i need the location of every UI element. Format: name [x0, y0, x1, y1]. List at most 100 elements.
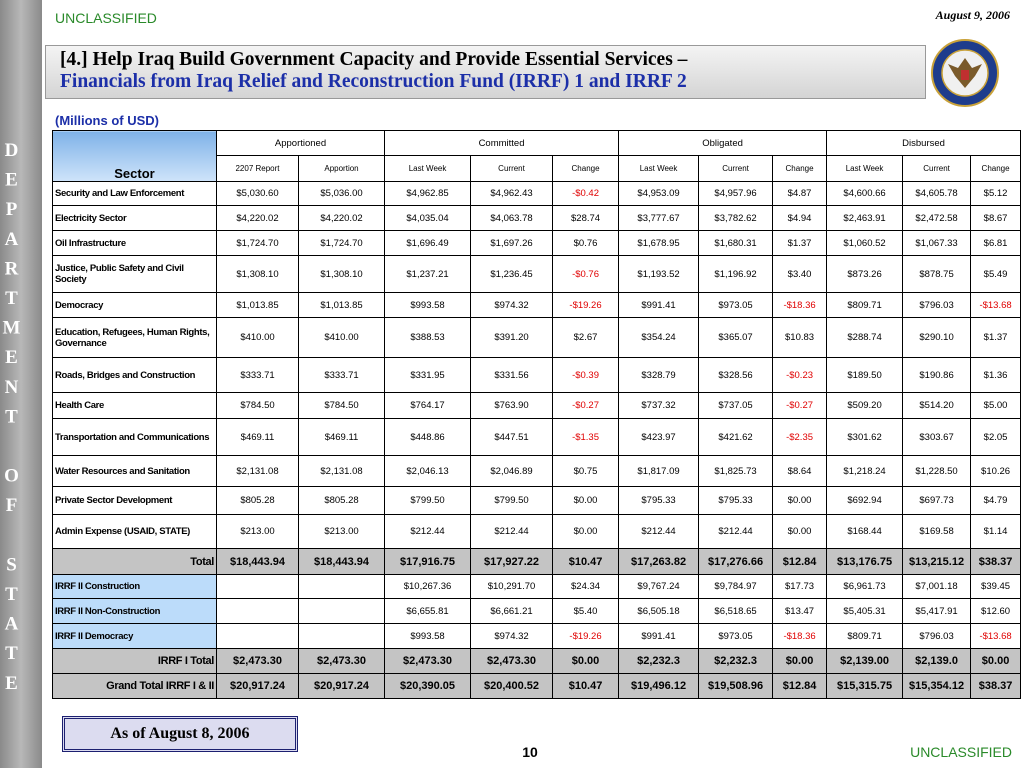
- value-cell: $1.36: [970, 357, 1022, 393]
- value-cell: $0.76: [552, 230, 620, 256]
- sector-cell: Water Resources and Sanitation: [52, 455, 217, 487]
- value-cell: $1,817.09: [618, 455, 700, 487]
- value-cell: $2,473.30: [470, 648, 554, 674]
- value-cell: $12.84: [772, 548, 828, 575]
- value-cell: $410.00: [297, 317, 386, 358]
- value-cell: $19,508.96: [698, 673, 774, 699]
- value-cell: $0.00: [970, 648, 1022, 674]
- sector-cell: IRRF II Non-Construction: [52, 598, 217, 624]
- sector-cell: Oil Infrastructure: [52, 230, 217, 256]
- value-cell: $290.10: [902, 317, 972, 358]
- value-cell: $1,193.52: [618, 255, 700, 293]
- value-cell: $12.60: [970, 598, 1022, 624]
- value-cell: $10,267.36: [384, 574, 472, 599]
- title-box: [4.] Help Iraq Build Government Capacity…: [45, 45, 926, 99]
- value-cell: $8.67: [970, 205, 1022, 231]
- value-cell: $2,472.58: [902, 205, 972, 231]
- value-cell: $213.00: [216, 514, 299, 549]
- value-cell: $2,046.89: [470, 455, 554, 487]
- value-cell: $1,228.50: [902, 455, 972, 487]
- value-cell: $410.00: [216, 317, 299, 358]
- value-cell: $10.83: [772, 317, 828, 358]
- table-row: Education, Refugees, Human Rights, Gover…: [52, 317, 1022, 358]
- value-cell: $6,505.18: [618, 598, 700, 624]
- value-cell: -$0.42: [552, 181, 620, 206]
- group-header: Committed: [384, 130, 620, 156]
- value-cell: $20,917.24: [216, 673, 299, 699]
- value-cell: $799.50: [384, 486, 472, 515]
- value-cell: -$13.68: [970, 623, 1022, 649]
- value-cell: $13,215.12: [902, 548, 972, 575]
- value-cell: $873.26: [826, 255, 904, 293]
- value-cell: $331.95: [384, 357, 472, 393]
- table-row: Justice, Public Safety and Civil Society…: [52, 255, 1022, 293]
- sector-header: Sector: [52, 130, 217, 182]
- value-cell: $4,600.66: [826, 181, 904, 206]
- sector-cell: IRRF II Democracy: [52, 623, 217, 649]
- table-row: Electricity Sector $4,220.02 $4,220.02 $4,0…: [52, 205, 1022, 231]
- value-cell: $5,030.60: [216, 181, 299, 206]
- value-cell: $212.44: [618, 514, 700, 549]
- value-cell: $1,218.24: [826, 455, 904, 487]
- sector-cell: Transportation and Communications: [52, 418, 217, 456]
- value-cell: $878.75: [902, 255, 972, 293]
- empty-cell: [297, 623, 386, 649]
- value-cell: -$1.35: [552, 418, 620, 456]
- value-cell: $15,315.75: [826, 673, 904, 699]
- value-cell: $9,767.24: [618, 574, 700, 599]
- value-cell: $10,291.70: [470, 574, 554, 599]
- value-cell: $2,131.08: [216, 455, 299, 487]
- value-cell: $0.00: [552, 648, 620, 674]
- value-cell: $0.00: [552, 486, 620, 515]
- value-cell: $212.44: [470, 514, 554, 549]
- value-cell: -$13.68: [970, 292, 1022, 318]
- value-cell: $973.05: [698, 292, 774, 318]
- table-row: Water Resources and Sanitation $2,131.08 $…: [52, 455, 1022, 487]
- table-row: IRRF II Democracy $993.58 $974.32 -$19.26 $9…: [52, 623, 1022, 649]
- value-cell: $9,784.97: [698, 574, 774, 599]
- value-cell: $169.58: [902, 514, 972, 549]
- value-cell: -$18.36: [772, 623, 828, 649]
- value-cell: $1,697.26: [470, 230, 554, 256]
- value-cell: $4,953.09: [618, 181, 700, 206]
- column-header: Change: [970, 155, 1022, 182]
- value-cell: $333.71: [216, 357, 299, 393]
- value-cell: $6.81: [970, 230, 1022, 256]
- value-cell: $4,605.78: [902, 181, 972, 206]
- value-cell: $288.74: [826, 317, 904, 358]
- value-cell: $213.00: [297, 514, 386, 549]
- table-row: IRRF II Non-Construction $6,655.81 $6,661.…: [52, 598, 1022, 624]
- value-cell: $328.56: [698, 357, 774, 393]
- sector-cell: Justice, Public Safety and Civil Society: [52, 255, 217, 293]
- value-cell: $692.94: [826, 486, 904, 515]
- value-cell: $17,263.82: [618, 548, 700, 575]
- value-cell: $764.17: [384, 392, 472, 419]
- value-cell: $805.28: [297, 486, 386, 515]
- financial-table: Sector Apportioned Committed Obligated D…: [52, 130, 1022, 699]
- value-cell: $328.79: [618, 357, 700, 393]
- value-cell: $1,724.70: [216, 230, 299, 256]
- empty-cell: [216, 598, 299, 624]
- sidebar: [0, 0, 42, 768]
- sector-cell: IRRF II Construction: [52, 574, 217, 599]
- value-cell: $737.32: [618, 392, 700, 419]
- value-cell: $423.97: [618, 418, 700, 456]
- value-cell: $2,046.13: [384, 455, 472, 487]
- value-cell: $13.47: [772, 598, 828, 624]
- value-cell: $1,308.10: [297, 255, 386, 293]
- value-cell: $18,443.94: [297, 548, 386, 575]
- value-cell: $5.12: [970, 181, 1022, 206]
- value-cell: $20,390.05: [384, 673, 472, 699]
- value-cell: $10.26: [970, 455, 1022, 487]
- value-cell: $2,232.3: [698, 648, 774, 674]
- group-header: Obligated: [618, 130, 828, 156]
- value-cell: $795.33: [698, 486, 774, 515]
- value-cell: $974.32: [470, 623, 554, 649]
- table-row: Health Care $784.50 $784.50 $764.17 $763.90-…: [52, 392, 1022, 419]
- value-cell: $20,400.52: [470, 673, 554, 699]
- value-cell: $6,655.81: [384, 598, 472, 624]
- value-cell: $5,405.31: [826, 598, 904, 624]
- value-cell: $796.03: [902, 292, 972, 318]
- value-cell: $301.62: [826, 418, 904, 456]
- value-cell: $2,232.3: [618, 648, 700, 674]
